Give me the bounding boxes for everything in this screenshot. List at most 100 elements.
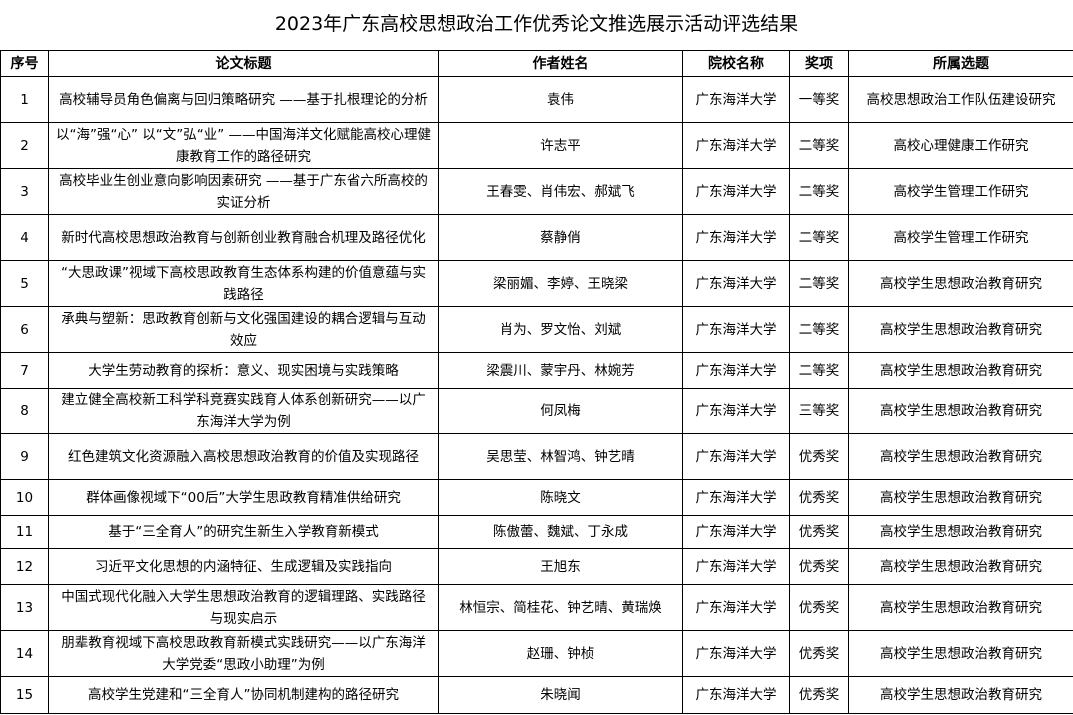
table-row: 14 朋辈教育视域下高校思政教育新模式实践研究——以广东海洋大学党委“思政小助理”…: [0, 630, 1073, 677]
cell-institution: 广东海洋大学: [682, 433, 790, 480]
header-paper-title: 论文标题: [48, 50, 439, 77]
cell-index: 9: [0, 433, 49, 480]
cell-award: 二等奖: [789, 306, 849, 353]
cell-topic: 高校学生管理工作研究: [848, 168, 1073, 215]
cell-authors: 梁震川、蒙宇丹、林婉芳: [438, 352, 683, 389]
cell-award: 优秀奖: [789, 479, 849, 516]
header-authors: 作者姓名: [438, 50, 683, 77]
cell-paper-title: 群体画像视域下“00后”大学生思政教育精准供给研究: [48, 479, 439, 516]
cell-institution: 广东海洋大学: [682, 260, 790, 307]
table-row: 4 新时代高校思想政治教育与创新创业教育融合机理及路径优化 蔡静俏 广东海洋大学 二等奖…: [0, 214, 1073, 261]
cell-authors: 肖为、罗文怡、刘斌: [438, 306, 683, 353]
cell-authors: 陈傲蕾、魏斌、丁永成: [438, 515, 683, 549]
header-award: 奖项: [789, 50, 849, 77]
cell-authors: 袁伟: [438, 76, 683, 123]
cell-authors: 何凤梅: [438, 388, 683, 434]
cell-paper-title: 高校毕业生创业意向影响因素研究 ——基于广东省六所高校的实证分析: [48, 168, 439, 215]
cell-topic: 高校学生思想政治教育研究: [848, 515, 1073, 549]
cell-topic: 高校学生思想政治教育研究: [848, 630, 1073, 677]
page-title: 2023年广东高校思想政治工作优秀论文推选展示活动评选结果: [274, 13, 799, 35]
table-row: 12 习近平文化思想的内涵特征、生成逻辑及实践指向 王旭东 广东海洋大学 优秀奖 高校学生…: [0, 548, 1073, 585]
cell-topic: 高校学生思想政治教育研究: [848, 479, 1073, 516]
cell-institution: 广东海洋大学: [682, 306, 790, 353]
cell-award: 二等奖: [789, 260, 849, 307]
cell-paper-title: 高校辅导员角色偏离与回归策略研究 ——基于扎根理论的分析: [48, 76, 439, 123]
cell-authors: 蔡静俏: [438, 214, 683, 261]
cell-index: 4: [0, 214, 49, 261]
cell-paper-title: 大学生劳动教育的探析：意义、现实困境与实践策略: [48, 352, 439, 389]
cell-paper-title: 高校学生党建和“三全育人”协同机制建构的路径研究: [48, 676, 439, 714]
cell-index: 11: [0, 515, 49, 549]
cell-topic: 高校学生思想政治教育研究: [848, 388, 1073, 434]
cell-award: 优秀奖: [789, 515, 849, 549]
cell-index: 3: [0, 168, 49, 215]
table-row: 2 以“海”强“心” 以“文”弘“业” ——中国海洋文化赋能高校心理健康教育工作的…: [0, 122, 1073, 169]
table-row: 10 群体画像视域下“00后”大学生思政教育精准供给研究 陈晓文 广东海洋大学 优秀奖高…: [0, 479, 1073, 516]
cell-topic: 高校学生思想政治教育研究: [848, 548, 1073, 585]
cell-index: 1: [0, 76, 49, 123]
cell-topic: 高校心理健康工作研究: [848, 122, 1073, 169]
cell-index: 5: [0, 260, 49, 307]
cell-award: 优秀奖: [789, 548, 849, 585]
cell-authors: 王春雯、肖伟宏、郝斌飞: [438, 168, 683, 215]
table-row: 1 高校辅导员角色偏离与回归策略研究 ——基于扎根理论的分析 袁伟 广东海洋大学 一等奖…: [0, 76, 1073, 123]
cell-topic: 高校学生思想政治教育研究: [848, 260, 1073, 307]
header-institution: 院校名称: [682, 50, 790, 77]
cell-institution: 广东海洋大学: [682, 122, 790, 169]
cell-topic: 高校学生思想政治教育研究: [848, 433, 1073, 480]
cell-index: 15: [0, 676, 49, 714]
cell-authors: 梁丽媚、李婷、王晓梁: [438, 260, 683, 307]
cell-authors: 赵珊、钟桢: [438, 630, 683, 677]
cell-index: 12: [0, 548, 49, 585]
table-row: 15 高校学生党建和“三全育人”协同机制建构的路径研究 朱晓闻 广东海洋大学 优秀奖 高校…: [0, 676, 1073, 714]
cell-paper-title: 建立健全高校新工科学科竞赛实践育人体系创新研究——以广东海洋大学为例: [48, 388, 439, 434]
table-row: 3 高校毕业生创业意向影响因素研究 ——基于广东省六所高校的实证分析 王春雯、肖伟宏…: [0, 168, 1073, 215]
cell-institution: 广东海洋大学: [682, 630, 790, 677]
cell-index: 13: [0, 584, 49, 631]
cell-institution: 广东海洋大学: [682, 76, 790, 123]
cell-authors: 吴思莹、林智鸿、钟艺晴: [438, 433, 683, 480]
table-row: 7 大学生劳动教育的探析：意义、现实困境与实践策略 梁震川、蒙宇丹、林婉芳 广东海洋大…: [0, 352, 1073, 389]
cell-authors: 陈晓文: [438, 479, 683, 516]
cell-award: 二等奖: [789, 122, 849, 169]
table-row: 13 中国式现代化融入大学生思想政治教育的逻辑理路、实践路径与现实启示 林恒宗、简桂…: [0, 584, 1073, 631]
cell-award: 优秀奖: [789, 630, 849, 677]
cell-index: 7: [0, 352, 49, 389]
cell-topic: 高校学生思想政治教育研究: [848, 676, 1073, 714]
cell-index: 8: [0, 388, 49, 434]
cell-award: 一等奖: [789, 76, 849, 123]
table-row: 5 “大思政课”视域下高校思政教育生态体系构建的价值意蕴与实践路径 梁丽媚、李婷、王…: [0, 260, 1073, 307]
cell-index: 14: [0, 630, 49, 677]
cell-award: 优秀奖: [789, 433, 849, 480]
cell-institution: 广东海洋大学: [682, 515, 790, 549]
cell-index: 6: [0, 306, 49, 353]
cell-topic: 高校学生思想政治教育研究: [848, 306, 1073, 353]
table-row: 6 承典与塑新：思政教育创新与文化强国建设的耦合逻辑与互动效应 肖为、罗文怡、刘斌广…: [0, 306, 1073, 353]
cell-paper-title: 习近平文化思想的内涵特征、生成逻辑及实践指向: [48, 548, 439, 585]
cell-topic: 高校学生管理工作研究: [848, 214, 1073, 261]
cell-authors: 林恒宗、简桂花、钟艺晴、黄瑞焕: [438, 584, 683, 631]
cell-index: 10: [0, 479, 49, 516]
cell-topic: 高校思想政治工作队伍建设研究: [848, 76, 1073, 123]
cell-paper-title: 以“海”强“心” 以“文”弘“业” ——中国海洋文化赋能高校心理健康教育工作的路…: [48, 122, 439, 169]
cell-award: 三等奖: [789, 388, 849, 434]
cell-paper-title: “大思政课”视域下高校思政教育生态体系构建的价值意蕴与实践路径: [48, 260, 439, 307]
cell-institution: 广东海洋大学: [682, 676, 790, 714]
cell-paper-title: 基于“三全育人”的研究生新生入学教育新模式: [48, 515, 439, 549]
header-topic: 所属选题: [848, 50, 1073, 77]
cell-institution: 广东海洋大学: [682, 388, 790, 434]
cell-institution: 广东海洋大学: [682, 214, 790, 261]
cell-paper-title: 新时代高校思想政治教育与创新创业教育融合机理及路径优化: [48, 214, 439, 261]
cell-authors: 许志平: [438, 122, 683, 169]
cell-institution: 广东海洋大学: [682, 548, 790, 585]
cell-topic: 高校学生思想政治教育研究: [848, 584, 1073, 631]
cell-award: 优秀奖: [789, 584, 849, 631]
cell-institution: 广东海洋大学: [682, 352, 790, 389]
header-row: 序号 论文标题 作者姓名 院校名称 奖项 所属选题: [0, 50, 1073, 77]
cell-award: 二等奖: [789, 168, 849, 215]
cell-authors: 朱晓闻: [438, 676, 683, 714]
cell-institution: 广东海洋大学: [682, 584, 790, 631]
cell-institution: 广东海洋大学: [682, 479, 790, 516]
cell-paper-title: 承典与塑新：思政教育创新与文化强国建设的耦合逻辑与互动效应: [48, 306, 439, 353]
cell-institution: 广东海洋大学: [682, 168, 790, 215]
